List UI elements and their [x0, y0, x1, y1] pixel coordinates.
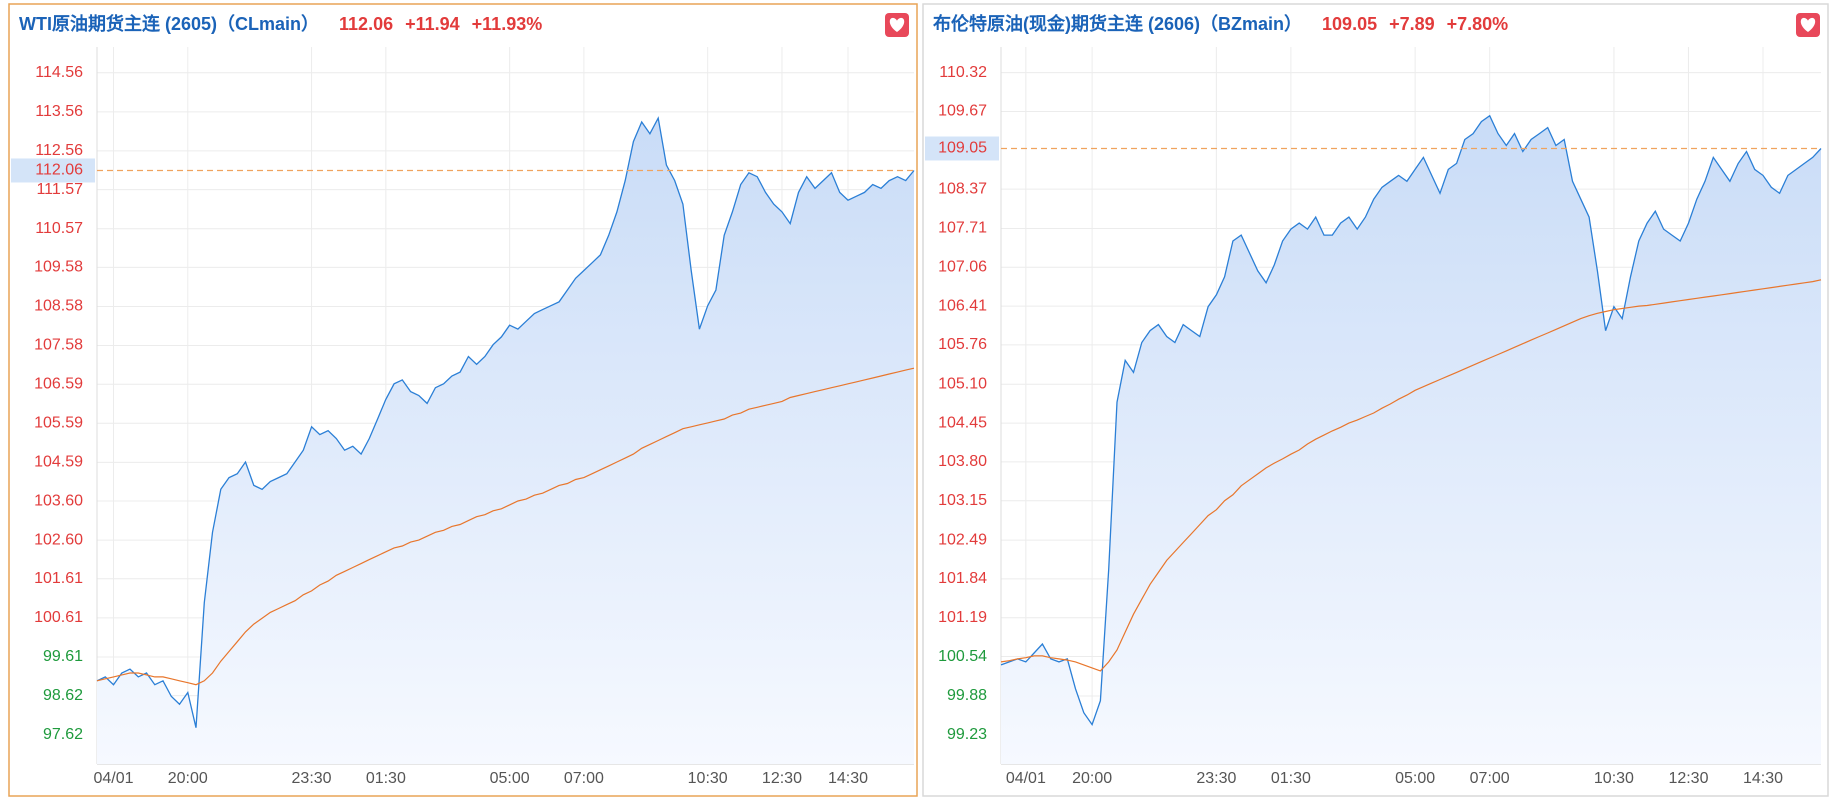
- x-tick-label: 23:30: [1196, 770, 1236, 787]
- y-tick-label: 106.41: [938, 297, 987, 314]
- y-tick-label: 107.71: [938, 220, 987, 237]
- header-change: +11.94: [405, 14, 460, 34]
- y-tick-label: 109.58: [34, 259, 83, 276]
- y-tick-label: 99.88: [947, 687, 987, 704]
- favorite-heart: [889, 17, 905, 32]
- y-tick-label: 100.54: [938, 648, 987, 665]
- x-tick-label: 07:00: [564, 770, 604, 787]
- y-tick-label: 113.56: [35, 103, 83, 120]
- chart-title: WTI原油期货主连 (2605)（CLmain）: [19, 13, 319, 34]
- y-tick-label: 99.61: [43, 648, 83, 665]
- y-tick-label: 105.10: [938, 376, 987, 393]
- y-tick-label: 110.32: [939, 64, 987, 81]
- header-price: 109.05: [1322, 14, 1377, 34]
- average-line: [1000, 279, 1822, 672]
- y-tick-label: 103.60: [34, 492, 83, 509]
- y-tick-label: 101.84: [938, 570, 987, 587]
- price-line: [96, 116, 915, 728]
- x-tick-label: 23:30: [292, 770, 332, 787]
- y-tick-label: 105.59: [34, 414, 83, 431]
- y-tick-label: 114.56: [35, 64, 83, 81]
- chart-title: 布伦特原油(现金)期货主连 (2606)（BZmain）: [933, 13, 1302, 34]
- current-price-box: [925, 136, 999, 161]
- panel-border: [922, 3, 1829, 797]
- x-tick-label: 14:30: [828, 770, 868, 787]
- y-tick-label: 108.37: [938, 180, 987, 197]
- favorite-heart: [1800, 17, 1816, 32]
- x-tick-label: 10:30: [688, 770, 728, 787]
- current-price-box: [11, 158, 95, 183]
- current-price-label: 112.06: [35, 162, 83, 179]
- header-change: +7.89: [1389, 14, 1435, 34]
- x-tick-label: 01:30: [366, 770, 406, 787]
- x-tick-label: 14:30: [1743, 770, 1783, 787]
- x-tick-label: 20:00: [168, 770, 208, 787]
- y-tick-label: 101.19: [938, 609, 987, 626]
- y-tick-label: 101.61: [34, 570, 83, 587]
- y-tick-label: 97.62: [43, 726, 83, 743]
- header-change-pct: +11.93%: [472, 14, 543, 34]
- x-tick-label: 05:00: [490, 770, 530, 787]
- y-tick-label: 103.15: [938, 492, 987, 509]
- x-tick-label: 04/01: [93, 770, 133, 787]
- y-tick-label: 112.56: [35, 142, 83, 159]
- y-tick-label: 103.80: [938, 453, 987, 470]
- price-area: [97, 118, 914, 765]
- y-tick-label: 107.06: [938, 259, 987, 276]
- y-tick-label: 107.58: [34, 337, 83, 354]
- y-tick-label: 104.45: [938, 414, 987, 431]
- average-line: [96, 367, 915, 686]
- y-tick-label: 110.57: [35, 220, 83, 237]
- x-tick-label: 12:30: [1668, 770, 1708, 787]
- y-tick-label: 100.61: [34, 609, 83, 626]
- x-tick-label: 05:00: [1395, 770, 1435, 787]
- current-price-label: 109.05: [938, 140, 987, 157]
- y-tick-label: 104.59: [34, 454, 83, 471]
- header-change-pct: +7.80%: [1447, 14, 1509, 34]
- y-tick-label: 98.62: [43, 687, 83, 704]
- header-price: 112.06: [339, 14, 393, 34]
- x-tick-label: 10:30: [1594, 770, 1634, 787]
- y-tick-label: 106.59: [34, 375, 83, 392]
- y-tick-label: 102.49: [938, 531, 987, 548]
- y-tick-label: 109.67: [938, 103, 987, 120]
- y-tick-label: 108.58: [34, 298, 83, 315]
- x-tick-label: 04/01: [1006, 770, 1046, 787]
- y-tick-label: 111.57: [36, 181, 83, 198]
- x-tick-label: 12:30: [762, 770, 802, 787]
- price-area: [1001, 115, 1821, 764]
- x-tick-label: 01:30: [1271, 770, 1311, 787]
- y-tick-label: 105.76: [938, 336, 987, 353]
- x-tick-label: 07:00: [1470, 770, 1510, 787]
- price-line: [1000, 114, 1822, 727]
- x-tick-label: 20:00: [1072, 770, 1112, 787]
- panel-border: [8, 3, 918, 797]
- y-tick-label: 102.60: [34, 531, 83, 548]
- y-tick-label: 99.23: [947, 726, 987, 743]
